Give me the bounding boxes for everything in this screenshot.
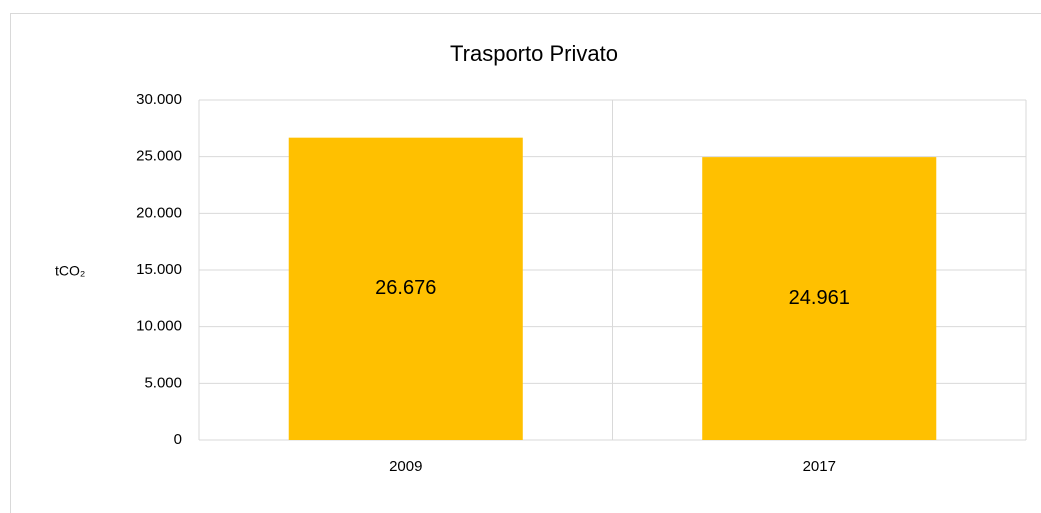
y-tick-label: 30.000 (136, 91, 182, 108)
data-label: 26.676 (375, 277, 436, 299)
bar (288, 137, 523, 440)
data-label: 24.961 (789, 287, 850, 309)
chart-frame (10, 13, 1041, 513)
bar (702, 157, 937, 440)
y-tick-label: 10.000 (136, 318, 182, 335)
y-tick-label: 0 (174, 431, 182, 448)
y-tick-label: 25.000 (136, 148, 182, 165)
y-tick-label: 20.000 (136, 204, 182, 221)
chart-title: Trasporto Privato (450, 41, 618, 66)
y-axis-label: tCO₂ (55, 263, 85, 279)
x-tick-label: 2017 (803, 458, 836, 475)
y-tick-label: 15.000 (136, 261, 182, 278)
y-tick-label: 5.000 (144, 374, 182, 391)
x-tick-label: 2009 (389, 458, 422, 475)
